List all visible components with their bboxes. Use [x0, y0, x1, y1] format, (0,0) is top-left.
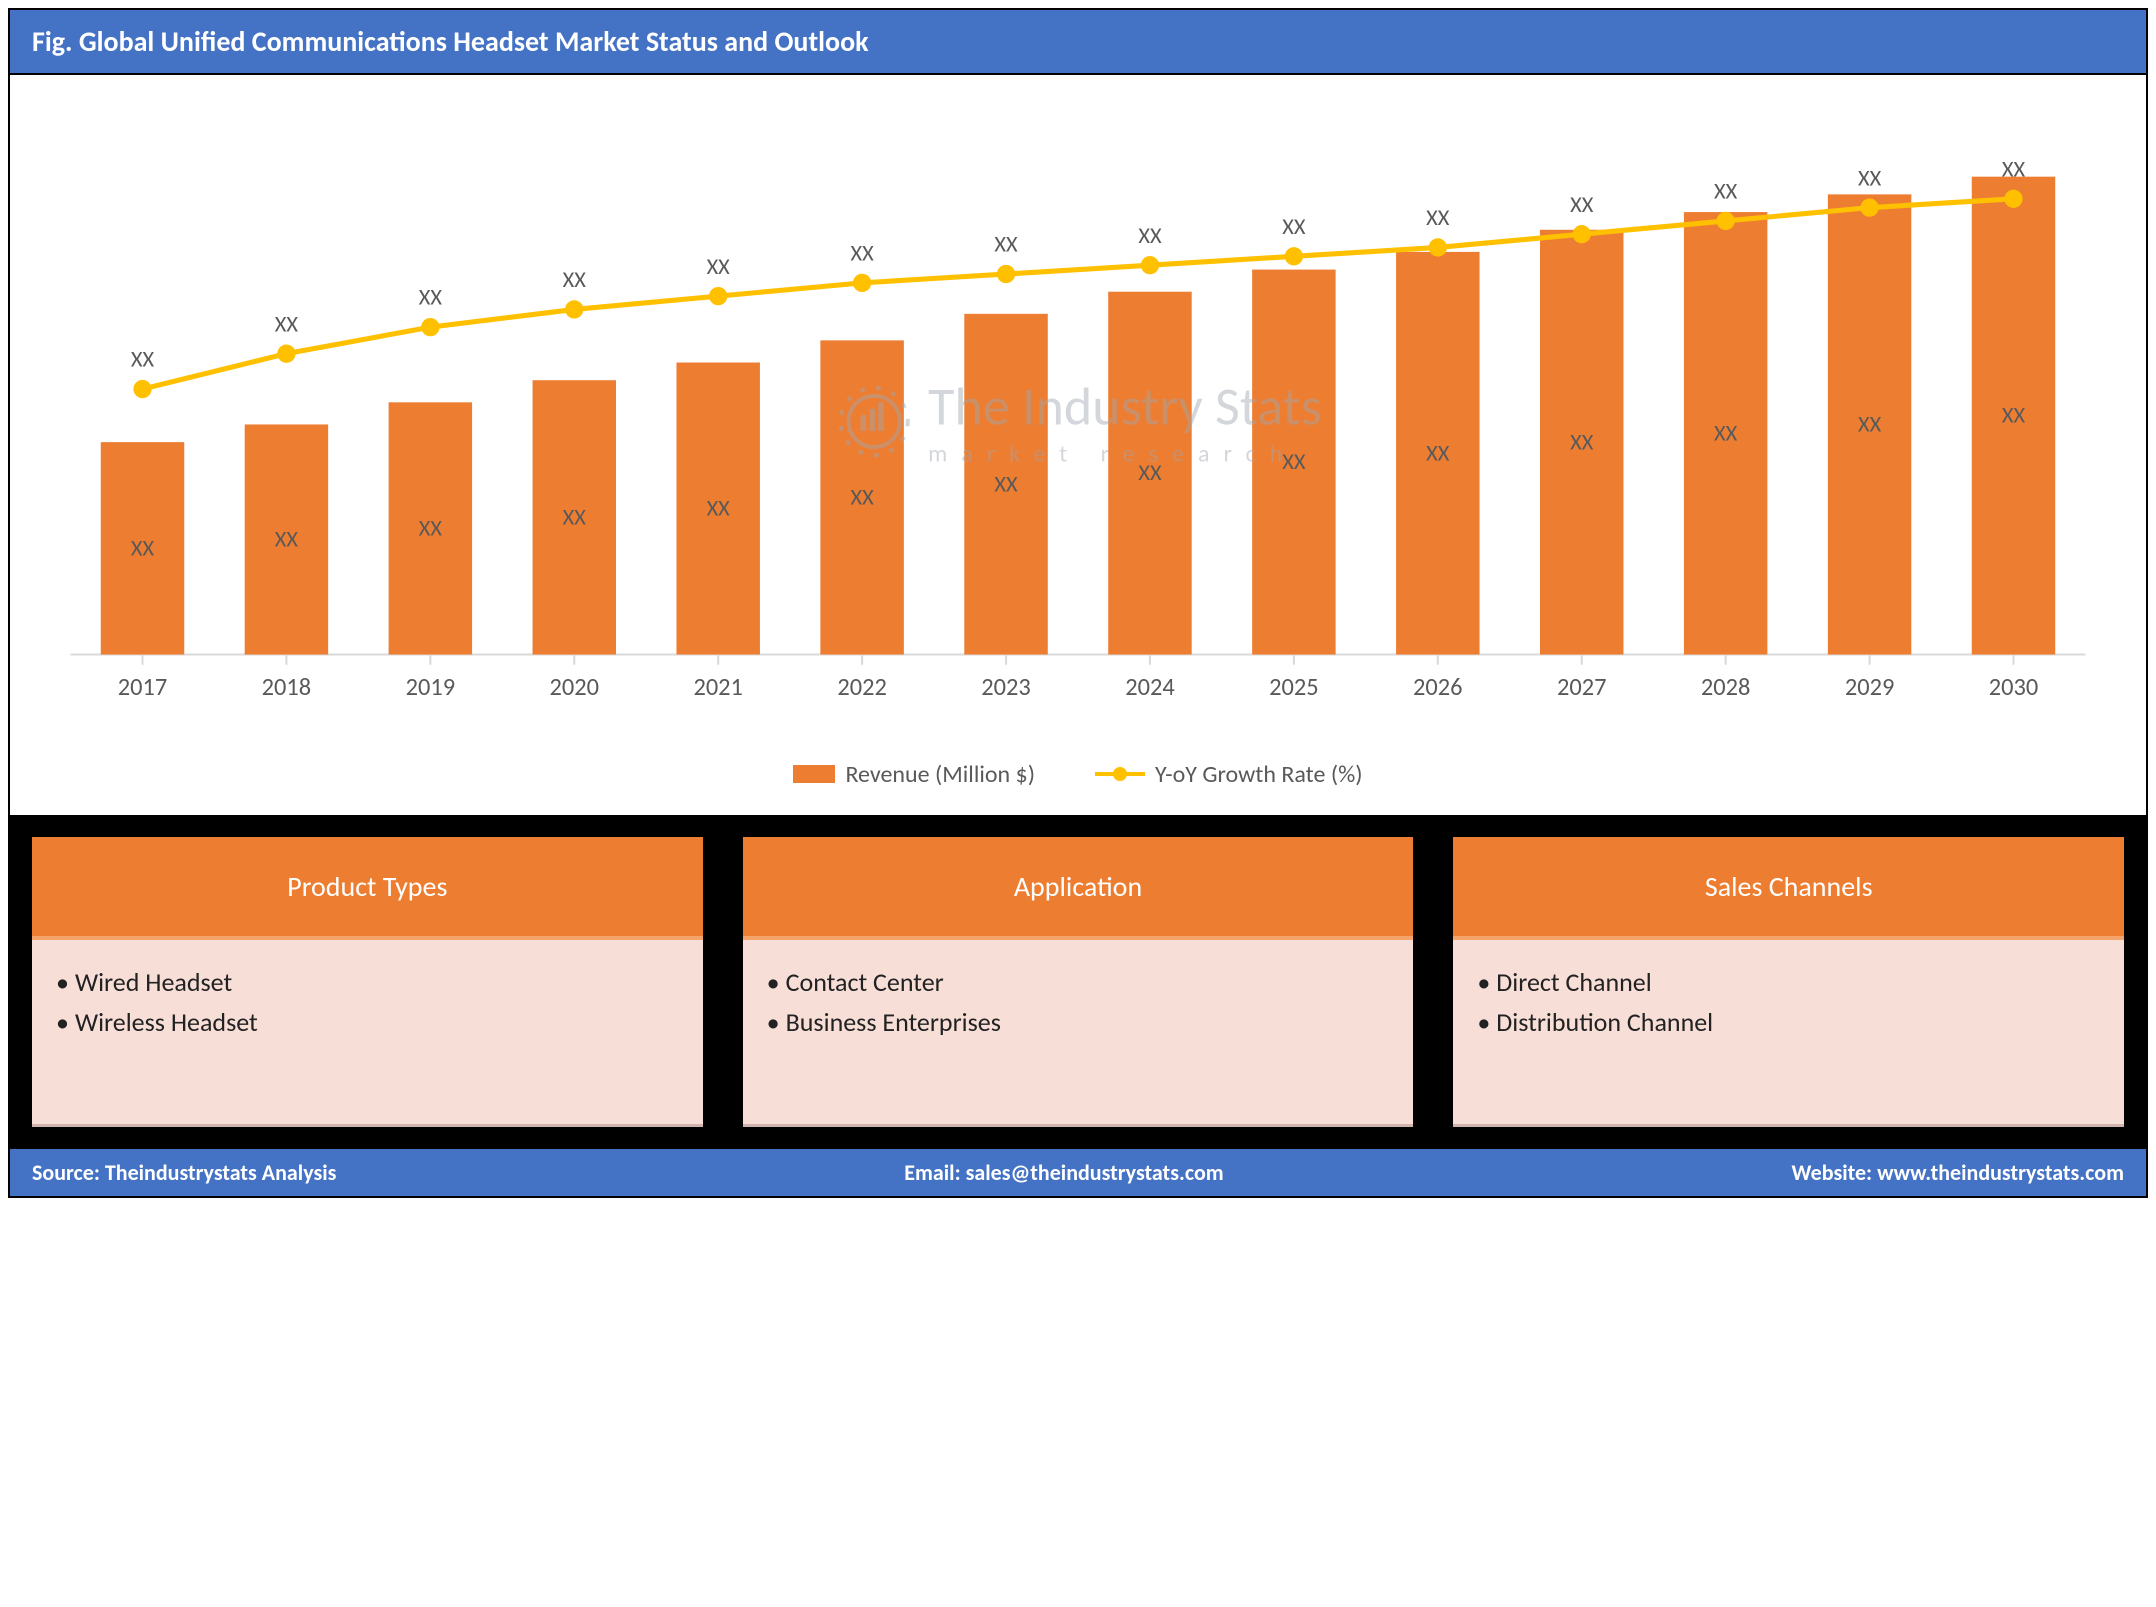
line-marker: [1573, 225, 1591, 243]
legend-swatch-line: [1095, 772, 1145, 776]
chart-area: XX 2017 XX 2018 XX 2019 XX 2020 XX 2021 XX 2022 XX 20…: [10, 75, 2146, 746]
line-value-label: XX: [563, 267, 587, 294]
footer-email: Email: sales@theindustrystats.com: [904, 1159, 1223, 1186]
bullet-icon: •: [1477, 1002, 1490, 1042]
card-header: Sales Channels: [1453, 837, 2124, 940]
bullet-icon: •: [767, 1002, 780, 1042]
line-value-label: XX: [850, 240, 874, 267]
x-tick-label: 2020: [550, 672, 599, 702]
category-card: Product Types•Wired Headset•Wireless Hea…: [32, 837, 703, 1127]
card-body: •Wired Headset•Wireless Headset: [32, 940, 703, 1065]
line-value-label: XX: [1138, 223, 1162, 250]
line-marker: [2004, 190, 2022, 208]
card-item-label: Contact Center: [786, 962, 944, 1002]
x-tick-label: 2027: [1557, 672, 1606, 702]
line-marker: [421, 318, 439, 336]
card-list-item: •Wireless Headset: [56, 1002, 679, 1042]
line-value-label: XX: [2002, 156, 2026, 183]
category-band: Product Types•Wired Headset•Wireless Hea…: [10, 815, 2146, 1149]
x-tick-label: 2023: [981, 672, 1030, 702]
line-value-label: XX: [1282, 214, 1306, 241]
line-marker: [1429, 238, 1447, 256]
card-item-label: Business Enterprises: [786, 1002, 1001, 1042]
line-marker: [565, 300, 583, 318]
card-body: •Direct Channel•Distribution Channel: [1453, 940, 2124, 1065]
x-tick-label: 2028: [1701, 672, 1750, 702]
x-tick-label: 2029: [1845, 672, 1894, 702]
line-marker: [277, 344, 295, 362]
bar-value-label: XX: [419, 516, 443, 543]
card-header: Product Types: [32, 837, 703, 940]
bar-value-label: XX: [994, 471, 1018, 498]
legend-bar-label: Revenue (Million $): [845, 760, 1035, 789]
bar-value-label: XX: [563, 504, 587, 531]
card-header: Application: [743, 837, 1414, 940]
line-value-label: XX: [1570, 192, 1594, 219]
line-marker: [133, 380, 151, 398]
chart-legend: Revenue (Million $) Y-oY Growth Rate (%): [10, 746, 2146, 815]
combo-chart: XX 2017 XX 2018 XX 2019 XX 2020 XX 2021 XX 2022 XX 20…: [40, 105, 2116, 736]
line-marker: [1716, 212, 1734, 230]
line-value-label: XX: [994, 232, 1018, 259]
legend-swatch-bar: [793, 765, 835, 783]
x-tick-label: 2017: [118, 672, 167, 702]
bar-value-label: XX: [1426, 440, 1450, 467]
line-value-label: XX: [419, 285, 443, 312]
card-item-label: Distribution Channel: [1496, 1002, 1713, 1042]
x-tick-label: 2025: [1269, 672, 1318, 702]
legend-item-revenue: Revenue (Million $): [793, 760, 1035, 789]
x-tick-label: 2021: [693, 672, 742, 702]
x-tick-label: 2018: [262, 672, 311, 702]
x-tick-label: 2030: [1989, 672, 2038, 702]
card-item-label: Wireless Headset: [75, 1002, 258, 1042]
card-list-item: •Direct Channel: [1477, 962, 2100, 1002]
card-item-label: Direct Channel: [1496, 962, 1651, 1002]
bar-value-label: XX: [131, 535, 155, 562]
card-item-label: Wired Headset: [75, 962, 232, 1002]
line-marker: [1285, 247, 1303, 265]
line-value-label: XX: [1858, 165, 1882, 192]
bullet-icon: •: [56, 1002, 69, 1042]
line-value-label: XX: [131, 347, 155, 374]
line-value-label: XX: [1714, 179, 1738, 206]
footer-website: Website: www.theindustrystats.com: [1792, 1159, 2124, 1186]
footer-source: Source: Theindustrystats Analysis: [32, 1159, 336, 1186]
legend-item-growth: Y-oY Growth Rate (%): [1095, 760, 1363, 789]
line-value-label: XX: [707, 254, 731, 281]
x-tick-label: 2026: [1413, 672, 1462, 702]
footer-bar: Source: Theindustrystats Analysis Email:…: [10, 1149, 2146, 1196]
bullet-icon: •: [767, 962, 780, 1002]
x-tick-label: 2022: [837, 672, 886, 702]
x-tick-label: 2019: [406, 672, 455, 702]
x-tick-label: 2024: [1125, 672, 1174, 702]
bar-value-label: XX: [1570, 429, 1594, 456]
line-marker: [709, 287, 727, 305]
report-container: Fig. Global Unified Communications Heads…: [8, 8, 2148, 1198]
line-marker: [997, 265, 1015, 283]
card-list-item: •Contact Center: [767, 962, 1390, 1002]
category-card: Sales Channels•Direct Channel•Distributi…: [1453, 837, 2124, 1127]
bullet-icon: •: [56, 962, 69, 1002]
line-marker: [1141, 256, 1159, 274]
bar-value-label: XX: [1858, 412, 1882, 439]
bullet-icon: •: [1477, 962, 1490, 1002]
bar-value-label: XX: [707, 496, 731, 523]
line-marker: [1860, 198, 1878, 216]
line-value-label: XX: [1426, 205, 1450, 232]
legend-line-label: Y-oY Growth Rate (%): [1155, 760, 1363, 789]
card-list-item: •Wired Headset: [56, 962, 679, 1002]
bar-value-label: XX: [1714, 420, 1738, 447]
line-marker: [853, 274, 871, 292]
category-card: Application•Contact Center•Business Ente…: [743, 837, 1414, 1127]
bar-value-label: XX: [1282, 449, 1306, 476]
bar-value-label: XX: [275, 527, 299, 554]
bar-value-label: XX: [2002, 403, 2026, 430]
bar-value-label: XX: [1138, 460, 1162, 487]
card-body: •Contact Center•Business Enterprises: [743, 940, 1414, 1065]
card-list-item: •Distribution Channel: [1477, 1002, 2100, 1042]
bar-value-label: XX: [850, 485, 874, 512]
figure-title: Fig. Global Unified Communications Heads…: [10, 10, 2146, 75]
card-list-item: •Business Enterprises: [767, 1002, 1390, 1042]
line-value-label: XX: [275, 311, 299, 338]
